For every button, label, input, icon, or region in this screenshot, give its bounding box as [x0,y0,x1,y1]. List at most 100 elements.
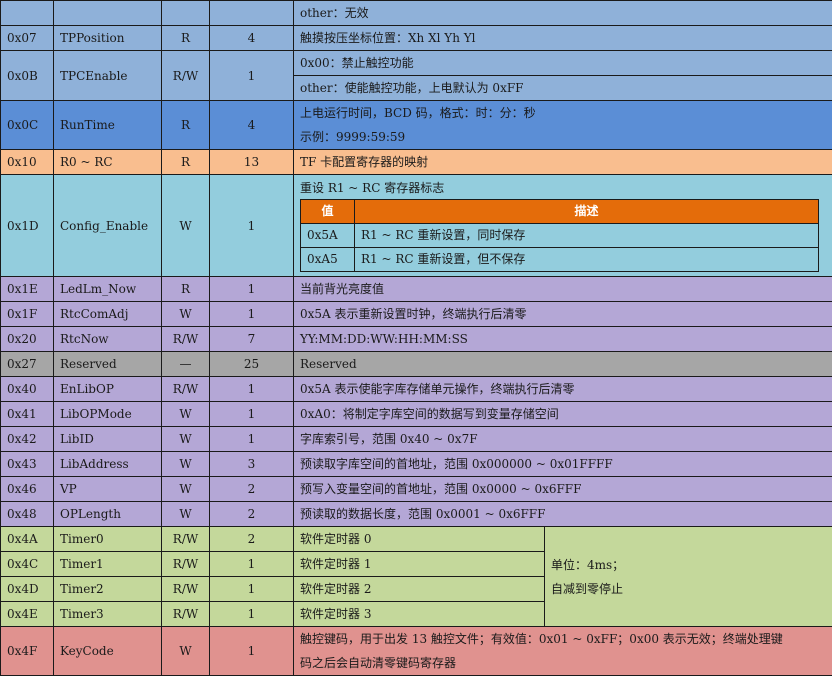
desc-cell: 字库索引号，范围 0x40 ~ 0x7F [293,426,832,452]
desc-cell: 0x5A 表示重新设置时钟，终端执行后清零 [293,301,832,327]
addr-cell: 0x1E [0,276,54,302]
name-cell: OPLength [53,501,162,527]
addr-cell: 0x4C [0,551,54,577]
addr-cell: 0x10 [0,149,54,175]
rw-cell: W [161,426,210,452]
table-row: 0x27 Reserved — 25 Reserved [0,351,832,377]
desc-cell: 软件定时器 2 [293,576,545,602]
timer-note-cell: 单位：4ms； 自减到零停止 [544,526,832,627]
desc-line: 0x00：禁止触控功能 [300,56,414,70]
name-cell: Config_Enable [53,174,162,277]
addr-cell: 0x07 [0,25,54,51]
table-row: 0x0C RunTime R 4 上电运行时间，BCD 码，格式：时：分：秒 示… [0,100,832,150]
table-row: 0x4F KeyCode W 1 触控键码，用于出发 13 触控文件；有效值：0… [0,626,832,676]
rw-cell: — [161,351,210,377]
desc-cell: 软件定时器 1 [293,551,545,577]
table-row: 0x40 EnLibOP R/W 1 0x5A 表示使能字库存储单元操作，终端执… [0,376,832,402]
len-cell: 1 [209,626,294,676]
table-row: 0x10 R0 ~ RC R 13 TF 卡配置寄存器的映射 [0,149,832,175]
desc-cell: 0xA0：将制定字库空间的数据写到变量存储空间 [293,401,832,427]
addr-cell: 0x0C [0,100,54,150]
inner-header-row: 值 描述 [300,199,819,224]
timer-note-line: 单位：4ms； [551,557,625,572]
addr-cell: 0x20 [0,326,54,352]
desc-cell: 触摸按压坐标位置：Xh Xl Yh Yl [293,25,832,51]
name-cell: Reserved [53,351,162,377]
name-cell: Timer3 [53,601,162,627]
name-cell: RtcNow [53,326,162,352]
desc-cell: YY:MM:DD:WW:HH:MM:SS [293,326,832,352]
rw-cell: W [161,174,210,277]
desc-cell: 预读取字库空间的首地址，范围 0x000000 ~ 0x01FFFF [293,451,832,477]
table-row: 0x0B TPCEnable R/W 1 0x00：禁止触控功能 other：使… [0,50,832,101]
len-cell: 2 [209,501,294,527]
len-cell: 1 [209,426,294,452]
addr-cell: 0x48 [0,501,54,527]
table-row: 0x42 LibID W 1 字库索引号，范围 0x40 ~ 0x7F [0,426,832,452]
name-cell: LibOPMode [53,401,162,427]
len-cell: 4 [209,100,294,150]
rw-cell: R/W [161,50,210,101]
rw-cell: R [161,276,210,302]
desc-cell: 软件定时器 0 [293,526,545,552]
table-row: 0x4A Timer0 R/W 2 软件定时器 0 单位：4ms； 自减到零停止 [0,526,832,627]
rw-cell: R/W [161,376,210,402]
len-cell: 2 [209,526,294,552]
desc-cell: 0x00：禁止触控功能 other：使能触控功能，上电默认为 0xFF [293,50,832,101]
addr-cell: 0x46 [0,476,54,502]
desc-line: 示例：9999:59:59 [300,130,406,144]
desc-cell: 上电运行时间，BCD 码，格式：时：分：秒 示例：9999:59:59 [293,100,832,150]
table-row: 0x1D Config_Enable W 1 重设 R1 ~ RC 寄存器标志 … [0,174,832,277]
addr-cell [0,0,54,26]
len-cell: 1 [209,174,294,277]
desc-cell: 0x5A 表示使能字库存储单元操作，终端执行后清零 [293,376,832,402]
addr-cell: 0x4F [0,626,54,676]
table-row: 0x41 LibOPMode W 1 0xA0：将制定字库空间的数据写到变量存储… [0,401,832,427]
name-cell: RunTime [53,100,162,150]
inner-header-desc: 描述 [354,199,819,224]
len-cell: 1 [209,576,294,602]
addr-cell: 0x0B [0,50,54,101]
name-cell: Timer0 [53,526,162,552]
len-cell: 25 [209,351,294,377]
table-row: 0x20 RtcNow R/W 7 YY:MM:DD:WW:HH:MM:SS [0,326,832,352]
desc-line: 码之后会自动清零键码寄存器 [300,656,457,670]
addr-cell: 0x40 [0,376,54,402]
desc-line: 触控键码，用于出发 13 触控文件；有效值：0x01 ~ 0xFF；0x00 表… [300,632,783,646]
inner-row: 0x5A R1 ~ RC 重新设置，同时保存 [300,223,819,248]
len-cell: 1 [209,276,294,302]
name-cell: EnLibOP [53,376,162,402]
len-cell: 1 [209,401,294,427]
desc-cell: 触控键码，用于出发 13 触控文件；有效值：0x01 ~ 0xFF；0x00 表… [293,626,832,676]
name-cell: TPCEnable [53,50,162,101]
name-cell: R0 ~ RC [53,149,162,175]
inner-desc: R1 ~ RC 重新设置，但不保存 [354,247,819,272]
len-cell: 1 [209,376,294,402]
table-row: 0x48 OPLength W 2 预读取的数据长度，范围 0x0001 ~ 0… [0,501,832,527]
rw-cell: W [161,626,210,676]
rw-cell: R [161,149,210,175]
addr-cell: 0x43 [0,451,54,477]
table-row: 0x1F RtcComAdj W 1 0x5A 表示重新设置时钟，终端执行后清零 [0,301,832,327]
inner-row: 0xA5 R1 ~ RC 重新设置，但不保存 [300,247,819,272]
addr-cell: 0x4E [0,601,54,627]
desc-cell: TF 卡配置寄存器的映射 [293,149,832,175]
table-row: 0x46 VP W 2 预写入变量空间的首地址，范围 0x0000 ~ 0x6F… [0,476,832,502]
len-cell: 1 [209,601,294,627]
name-cell: LedLm_Now [53,276,162,302]
addr-cell: 0x27 [0,351,54,377]
addr-cell: 0x41 [0,401,54,427]
len-cell: 4 [209,25,294,51]
addr-cell: 0x4A [0,526,54,552]
name-cell: LibID [53,426,162,452]
addr-cell: 0x4D [0,576,54,602]
name-cell: KeyCode [53,626,162,676]
config-value-table: 值 描述 0x5A R1 ~ RC 重新设置，同时保存 0xA5 R1 ~ RC… [300,199,819,272]
desc-cell: 当前背光亮度值 [293,276,832,302]
addr-cell: 0x1F [0,301,54,327]
rw-cell: R/W [161,526,210,552]
table-row: 0x43 LibAddress W 3 预读取字库空间的首地址，范围 0x000… [0,451,832,477]
desc-line: 上电运行时间，BCD 码，格式：时：分：秒 [300,106,536,120]
rw-cell: R [161,100,210,150]
